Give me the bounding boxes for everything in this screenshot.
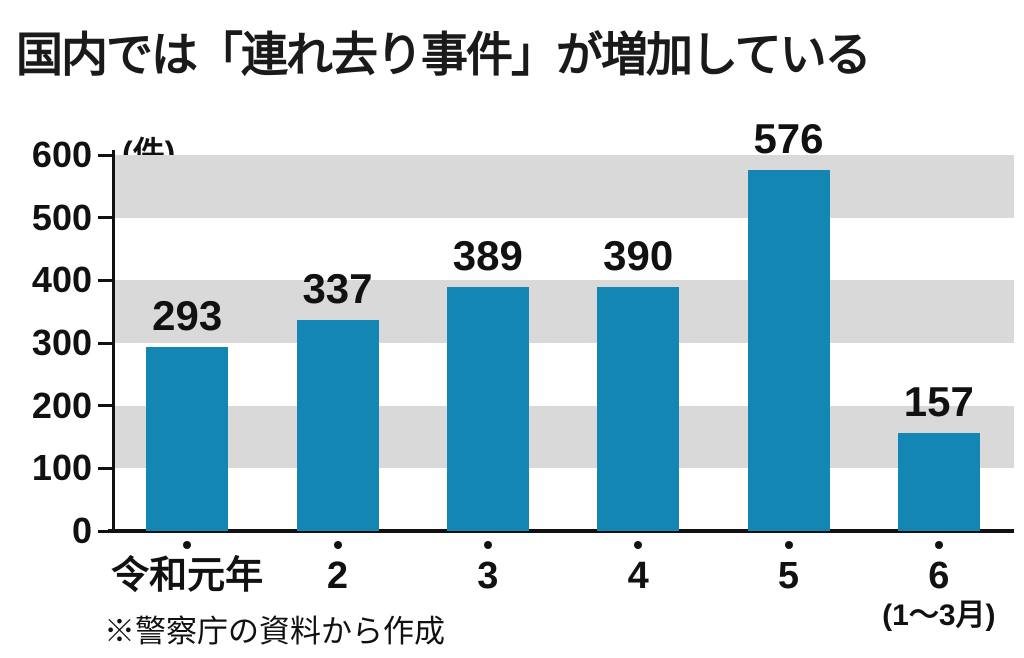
- x-axis-label: 2: [326, 555, 349, 597]
- bar-value-label: 389: [452, 232, 523, 280]
- bar-value-label: 576: [753, 115, 824, 163]
- y-axis-line: [112, 150, 115, 531]
- y-axis-tick-label: 100: [31, 447, 92, 489]
- y-axis-tick-label: 300: [31, 322, 92, 363]
- chart-title: 国内では「連れ去り事件」が増加している: [16, 28, 872, 81]
- bar-6: [897, 432, 980, 531]
- x-axis-label: 5: [777, 555, 800, 597]
- x-axis-last-category-note: (1〜3月): [882, 599, 996, 632]
- y-axis-tick: [98, 529, 112, 533]
- source-note: ※警察庁の資料から作成: [104, 614, 445, 649]
- y-axis-tick-label: 0: [71, 510, 92, 551]
- x-axis-label: 6: [928, 555, 950, 597]
- x-axis-tick-dot: [934, 541, 943, 549]
- chart-stripe: [112, 155, 1014, 218]
- bar-2: [296, 319, 379, 531]
- chart-stripe: [112, 280, 1014, 343]
- bar-value-label: 293: [152, 292, 223, 340]
- bar-value-label: 390: [603, 231, 674, 279]
- y-axis-tick-label: 400: [31, 259, 92, 301]
- y-axis-tick: [98, 404, 112, 408]
- bar-value-label: 337: [302, 264, 373, 312]
- y-axis-tick: [98, 278, 112, 282]
- bar-4: [597, 286, 680, 531]
- y-axis-tick-label: 200: [31, 384, 92, 426]
- x-axis-tick-dot: [483, 541, 492, 549]
- y-axis-tick: [98, 466, 112, 470]
- x-axis-label: 令和元年: [111, 555, 264, 597]
- x-axis-label: 3: [477, 555, 499, 597]
- y-axis-tick: [98, 341, 112, 345]
- chart-stripe: [112, 405, 1014, 469]
- x-axis-label: 4: [627, 555, 649, 597]
- bar-5: [747, 170, 830, 531]
- bar-3: [446, 287, 529, 531]
- x-axis-baseline: [108, 529, 1014, 533]
- x-axis-tick-dot: [634, 541, 643, 549]
- y-axis-tick: [98, 216, 112, 220]
- bar-令和元年: [146, 347, 229, 531]
- x-axis-tick-dot: [333, 541, 342, 549]
- y-axis-tick-label: 500: [31, 196, 92, 238]
- y-axis-tick-label: 600: [31, 134, 92, 175]
- y-axis-tick: [98, 153, 112, 157]
- x-axis-tick-dot: [784, 541, 793, 549]
- bar-value-label: 157: [903, 377, 974, 425]
- x-axis-tick-dot: [183, 541, 192, 549]
